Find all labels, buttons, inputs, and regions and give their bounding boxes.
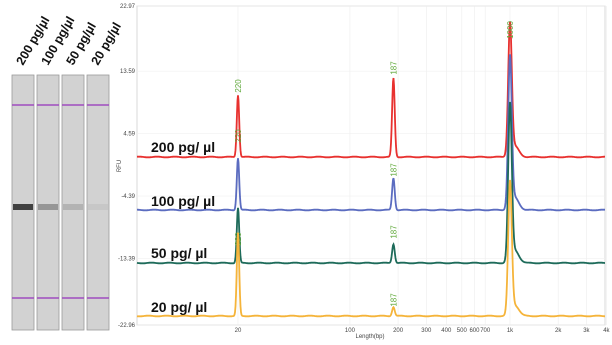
x-tick-label: 700 <box>480 328 491 334</box>
gel-lane <box>11 74 35 331</box>
x-tick-label: 1k <box>507 328 514 334</box>
peak-label: 220 <box>234 129 243 143</box>
x-tick-label: 4k <box>603 328 610 334</box>
gel-band <box>63 204 83 210</box>
y-tick-label: -13.39 <box>118 257 136 263</box>
y-tick-label: -22.96 <box>118 323 136 329</box>
y-tick-label: 4.59 <box>123 132 135 138</box>
y-tick-label: 13.59 <box>120 69 136 75</box>
peak-label: 187 <box>389 225 398 239</box>
y-axis-label: RFU <box>117 160 123 172</box>
trace-label: 100 pg/ µl <box>151 193 215 209</box>
gel-lane <box>86 74 110 331</box>
x-tick-label: 200 <box>393 328 404 334</box>
peak-label: 220 <box>234 79 243 93</box>
gel-band <box>88 204 108 210</box>
plot-area <box>136 5 606 326</box>
gel-lane <box>61 74 85 331</box>
gel-band <box>13 204 33 210</box>
peak-label: 187 <box>389 293 398 307</box>
x-tick-label: 300 <box>421 328 432 334</box>
gel-lane <box>36 74 60 331</box>
x-tick-label: 100 <box>345 328 356 334</box>
trace-line <box>137 54 605 212</box>
x-tick-label: 600 <box>469 328 480 334</box>
trace-line <box>136 179 605 318</box>
x-tick-label: 3k <box>583 328 590 334</box>
x-tick-label: 500 <box>457 328 468 334</box>
x-tick-label: 2k <box>555 328 562 334</box>
gel-band <box>38 204 58 210</box>
peak-label: 187 <box>389 61 398 75</box>
y-tick-label: 22.97 <box>120 4 136 10</box>
peak-label: 1000 <box>506 21 515 39</box>
trace-line <box>137 21 605 159</box>
peak-label: 187 <box>389 163 398 177</box>
x-tick-label: 20 <box>235 328 242 334</box>
trace-label: 200 pg/ µl <box>151 139 215 155</box>
trace-label: 50 pg/ µl <box>151 245 207 261</box>
x-axis-label: Length(bp) <box>355 334 384 340</box>
trace-line <box>136 101 605 265</box>
trace-label: 20 pg/ µl <box>151 299 207 315</box>
y-tick-label: -4.39 <box>121 194 135 200</box>
x-tick-label: 400 <box>441 328 452 334</box>
